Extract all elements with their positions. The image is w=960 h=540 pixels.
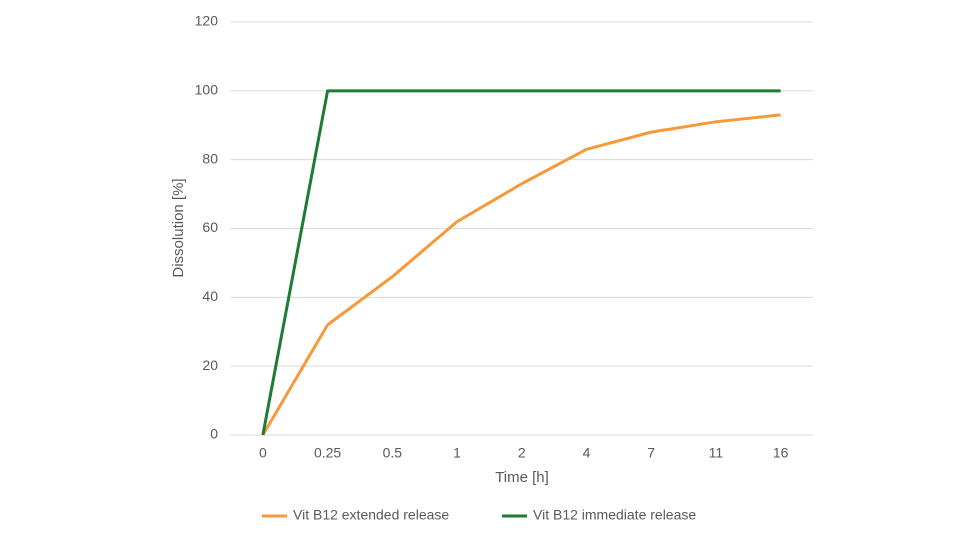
y-tick-label: 20 (202, 357, 218, 373)
x-tick-label: 7 (647, 445, 655, 461)
y-tick-label: 100 (195, 82, 219, 98)
x-tick-label: 11 (709, 445, 724, 461)
x-axis-title: Time [h] (495, 469, 549, 486)
y-tick-label: 80 (202, 150, 218, 166)
x-tick-label: 4 (583, 445, 591, 461)
y-tick-label: 0 (210, 426, 218, 442)
x-tick-label: 0.25 (314, 445, 341, 461)
x-tick-label: 0 (259, 445, 267, 461)
x-tick-label: 2 (518, 445, 526, 461)
x-tick-label: 0.5 (383, 445, 403, 461)
y-axis-title: Dissolution [%] (170, 178, 187, 277)
y-tick-label: 40 (202, 288, 218, 304)
legend-label: Vit B12 extended release (293, 507, 449, 523)
series-line (261, 113, 781, 436)
legend-label: Vit B12 immediate release (533, 507, 696, 523)
y-tick-label: 60 (202, 219, 218, 235)
x-tick-label: 1 (453, 445, 461, 461)
series-line (261, 89, 781, 436)
y-tick-label: 120 (195, 13, 219, 29)
x-tick-label: 16 (773, 445, 789, 461)
